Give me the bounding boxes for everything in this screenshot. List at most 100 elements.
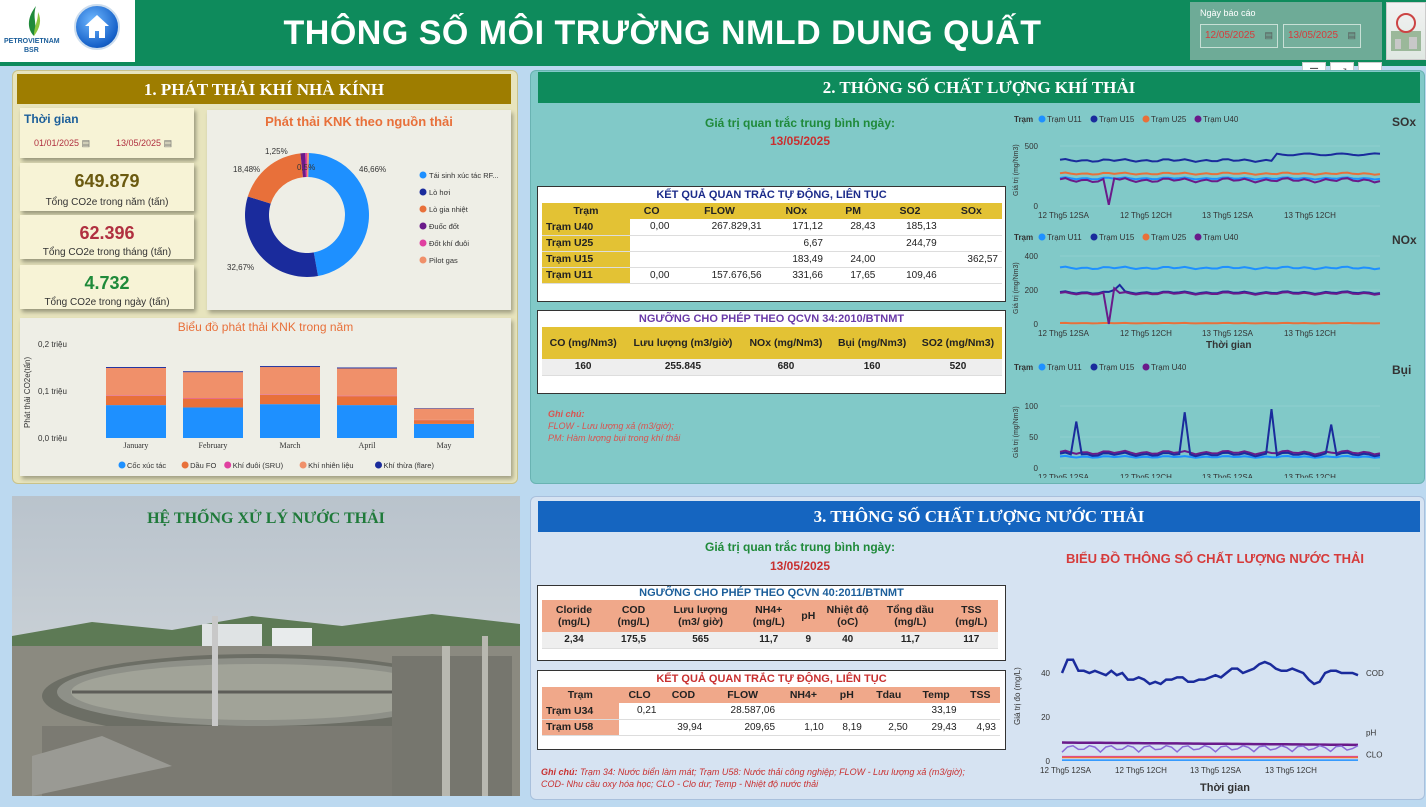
column-header[interactable]: NOx (mg/Nm3) bbox=[741, 327, 831, 359]
bar-segment[interactable] bbox=[414, 420, 474, 424]
column-header[interactable]: FLOW bbox=[706, 687, 780, 703]
column-header[interactable]: Cloride (mg/L) bbox=[542, 600, 607, 632]
series-line[interactable] bbox=[1060, 658, 1359, 686]
series-line[interactable] bbox=[1059, 171, 1381, 176]
column-header[interactable]: Lưu lượng (m3/giờ) bbox=[624, 327, 742, 359]
kpi-month-value: 62.396 bbox=[79, 223, 135, 243]
bar-segment[interactable] bbox=[337, 367, 397, 369]
column-header[interactable]: SO2 bbox=[879, 203, 941, 219]
series-line[interactable] bbox=[1059, 286, 1381, 325]
bar-segment[interactable] bbox=[106, 395, 166, 406]
legend-title: Trạm bbox=[1014, 363, 1033, 372]
y-tick-label: 100 bbox=[1025, 402, 1039, 411]
water-auto-table-title: KẾT QUẢ QUAN TRẮC TỰ ĐỘNG, LIÊN TỤC bbox=[656, 673, 887, 685]
column-header[interactable]: PM bbox=[826, 203, 880, 219]
date-to-input[interactable]: 13/05/2025 ▤ bbox=[1283, 24, 1361, 48]
column-header[interactable]: SOx bbox=[940, 203, 1002, 219]
donut-slice[interactable] bbox=[307, 153, 309, 178]
time-to-input[interactable]: 13/05/2025 ▤ bbox=[116, 138, 172, 149]
home-button[interactable] bbox=[74, 4, 120, 50]
table-cell bbox=[960, 703, 1000, 720]
legend-label: Trạm U40 bbox=[1203, 233, 1239, 242]
bar-chart: 0,2 triệu 0,1 triệu 0,0 triệu Phát thải CO2… bbox=[23, 340, 474, 470]
column-header[interactable]: Nhiệt độ (oC) bbox=[819, 600, 877, 632]
column-header[interactable]: Bụi (mg/Nm3) bbox=[830, 327, 914, 359]
column-header[interactable]: Lưu lượng (m3/ giờ) bbox=[661, 600, 741, 632]
donut-slice[interactable] bbox=[245, 196, 319, 277]
series-line[interactable] bbox=[1059, 177, 1381, 206]
column-header[interactable]: FLOW bbox=[673, 203, 766, 219]
series-line[interactable] bbox=[1059, 321, 1381, 325]
column-header[interactable]: NH4+ bbox=[779, 687, 828, 703]
bar-segment[interactable] bbox=[260, 366, 320, 368]
table-row: 160 255.845 680 160 520 bbox=[542, 359, 1002, 376]
legend-label: Đốt khí đuôi bbox=[429, 239, 469, 248]
x-tick-label: 13 Thg5 12CH bbox=[1284, 473, 1336, 478]
bar-segment[interactable] bbox=[106, 367, 166, 396]
bar-segment[interactable] bbox=[260, 367, 320, 395]
series-line[interactable] bbox=[1061, 741, 1358, 747]
date-from-input[interactable]: 12/05/2025 ▤ bbox=[1200, 24, 1278, 48]
column-header[interactable]: NOx bbox=[765, 203, 827, 219]
bar-segment[interactable] bbox=[106, 367, 166, 368]
donut-slice[interactable] bbox=[305, 153, 308, 178]
column-header[interactable]: TSS (mg/L) bbox=[944, 600, 998, 632]
bar-segment[interactable] bbox=[337, 396, 397, 406]
bar-segment[interactable] bbox=[260, 404, 320, 438]
emission-avg-label: Giá trị quan trắc trung bình ngày: bbox=[704, 116, 895, 130]
column-header[interactable]: COD (mg/L) bbox=[606, 600, 661, 632]
kpi-year-label: Tổng CO2e trong năm (tấn) bbox=[45, 197, 169, 208]
table-cell bbox=[629, 251, 674, 268]
column-header[interactable]: CLO bbox=[618, 687, 661, 703]
bar-segment[interactable] bbox=[337, 405, 397, 438]
bar-segment[interactable] bbox=[106, 405, 166, 438]
bar-segment[interactable] bbox=[183, 407, 243, 438]
series-line[interactable] bbox=[1059, 408, 1381, 458]
column-header[interactable]: pH bbox=[827, 687, 866, 703]
series-line[interactable] bbox=[1061, 744, 1359, 754]
column-header[interactable]: pH bbox=[797, 600, 820, 632]
bar-segment[interactable] bbox=[337, 368, 397, 396]
donut-slice[interactable] bbox=[300, 153, 306, 178]
column-header[interactable]: Temp bbox=[911, 687, 961, 703]
column-header[interactable]: Trạm bbox=[542, 687, 619, 703]
series-line[interactable] bbox=[1059, 454, 1381, 459]
table-row: 2,34 175,5 565 11,7 9 40 11,7 117 bbox=[542, 632, 998, 649]
column-header[interactable]: CO bbox=[629, 203, 674, 219]
column-header[interactable]: Trạm bbox=[542, 203, 630, 219]
time-from-input[interactable]: 01/01/2025 ▤ bbox=[34, 138, 90, 149]
series-line[interactable] bbox=[1059, 152, 1381, 163]
column-header[interactable]: Tổng dầu (mg/L) bbox=[876, 600, 945, 632]
bar-segment[interactable] bbox=[183, 371, 243, 373]
note-line: PM: Hàm lượng bụi trong khí thải bbox=[548, 433, 681, 443]
note-title: Ghi chú: bbox=[548, 409, 585, 419]
column-header[interactable]: TSS bbox=[960, 687, 1000, 703]
legend-label: Tái sinh xúc tác RF... bbox=[429, 171, 499, 180]
column-header[interactable]: NH4+ (mg/L) bbox=[740, 600, 798, 632]
table-cell: 2,50 bbox=[865, 719, 912, 736]
x-axis-label: Thời gian bbox=[1206, 340, 1251, 351]
bar-segment[interactable] bbox=[183, 398, 243, 408]
table-cell: 267.829,31 bbox=[673, 219, 766, 236]
legend-marker bbox=[1038, 363, 1046, 371]
column-header[interactable]: COD bbox=[660, 687, 707, 703]
table-cell bbox=[826, 235, 880, 252]
column-header[interactable]: Tdau bbox=[865, 687, 912, 703]
time-to-value: 13/05/2025 bbox=[116, 138, 162, 148]
table-cell bbox=[618, 719, 661, 736]
series-line[interactable] bbox=[1059, 265, 1381, 271]
kpi-year-value: 649.879 bbox=[74, 171, 140, 191]
kpi-day-label: Tổng CO2e trong ngày (tấn) bbox=[44, 297, 170, 308]
donut-slice[interactable] bbox=[308, 153, 369, 277]
column-header[interactable]: SO2 (mg/Nm3) bbox=[913, 327, 1002, 359]
bar-segment[interactable] bbox=[414, 423, 474, 438]
date-filter-label: Ngày báo cáo bbox=[1200, 8, 1256, 18]
bar-segment[interactable] bbox=[260, 394, 320, 405]
column-header[interactable]: CO (mg/Nm3) bbox=[542, 327, 625, 359]
y-tick-label: 0,0 triệu bbox=[38, 434, 67, 443]
y-tick-label: 40 bbox=[1041, 669, 1050, 678]
donut-slice[interactable] bbox=[247, 153, 303, 204]
bar-segment[interactable] bbox=[183, 372, 243, 399]
legend-label: Trạm U15 bbox=[1099, 233, 1135, 242]
bar-segment[interactable] bbox=[414, 408, 474, 420]
